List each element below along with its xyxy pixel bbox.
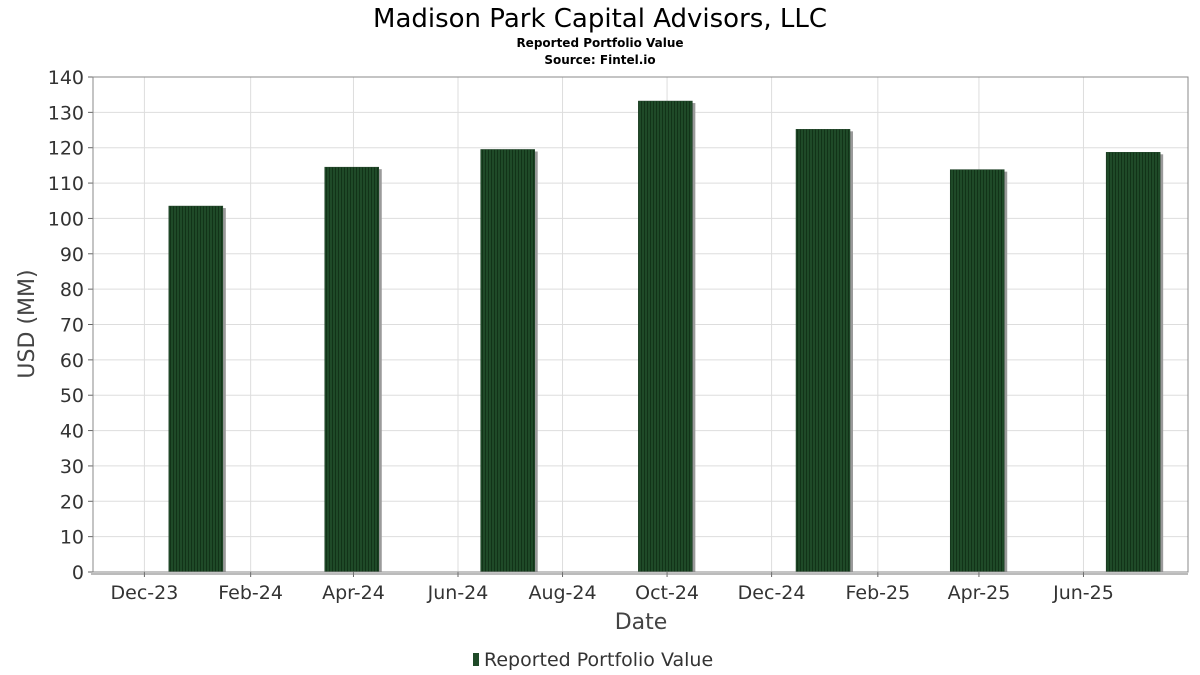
y-tick-label: 110 — [48, 173, 84, 195]
plot-border — [92, 76, 1189, 573]
bar-rect — [324, 166, 380, 573]
x-tick-label: Aug-24 — [528, 582, 596, 604]
y-tick-label: 80 — [60, 279, 84, 301]
y-tick-label: 20 — [60, 491, 84, 513]
y-tick-label: 140 — [48, 67, 84, 89]
y-tick-label: 100 — [48, 208, 84, 230]
bar-rect — [949, 169, 1005, 573]
bar — [324, 166, 382, 573]
axes — [88, 76, 1189, 577]
legend: Reported Portfolio Value — [473, 649, 713, 671]
bar-rect — [480, 149, 535, 573]
bar-rect — [168, 205, 224, 573]
y-tick-label: 50 — [60, 385, 84, 407]
y-tick-label: 10 — [60, 527, 84, 549]
bar — [949, 169, 1008, 573]
x-tick-label: Oct-24 — [635, 582, 699, 604]
bar-rect — [638, 100, 693, 573]
y-tick-label: 120 — [48, 138, 84, 160]
x-tick-label: Feb-24 — [218, 582, 283, 604]
y-tick-label: 70 — [60, 315, 84, 337]
bar-rect — [795, 129, 851, 573]
y-tick-label: 40 — [60, 421, 84, 443]
x-tick-label: Jun-24 — [427, 582, 489, 604]
bar — [480, 149, 538, 573]
legend-label: Reported Portfolio Value — [484, 649, 713, 671]
y-tick-label: 60 — [60, 350, 84, 372]
y-tick-label: 30 — [60, 456, 84, 478]
x-tick-label: Dec-23 — [111, 582, 179, 604]
y-axis-label: USD (MM) — [15, 269, 40, 378]
y-tick-label: 130 — [48, 102, 84, 124]
legend-swatch — [473, 653, 479, 666]
x-axis-label: Date — [615, 610, 668, 635]
x-tick-label: Apr-25 — [948, 582, 1011, 604]
y-tick-labels: 0 10 20 30 40 50 60 70 80 90 100 110 120 130 140 — [48, 67, 84, 584]
bar-rect — [1105, 152, 1161, 573]
bar — [1105, 152, 1164, 573]
y-tick-label: 90 — [60, 244, 84, 266]
x-tick-label: Apr-24 — [322, 582, 385, 604]
chart-title: Madison Park Capital Advisors, LLC — [373, 4, 827, 34]
bar — [795, 129, 853, 573]
bar — [168, 205, 226, 573]
bar — [638, 100, 696, 573]
x-tick-label: Jun-25 — [1052, 582, 1114, 604]
x-tick-label: Dec-24 — [738, 582, 806, 604]
bars — [168, 100, 1164, 573]
x-tick-label: Feb-25 — [845, 582, 910, 604]
chart-subtitle: Reported Portfolio Value — [516, 36, 683, 50]
x-tick-labels: Dec-23 Feb-24 Apr-24 Jun-24 Aug-24 Oct-24 Dec-… — [111, 582, 1114, 604]
chart-source: Source: Fintel.io — [544, 53, 655, 67]
y-tick-label: 0 — [72, 562, 84, 584]
